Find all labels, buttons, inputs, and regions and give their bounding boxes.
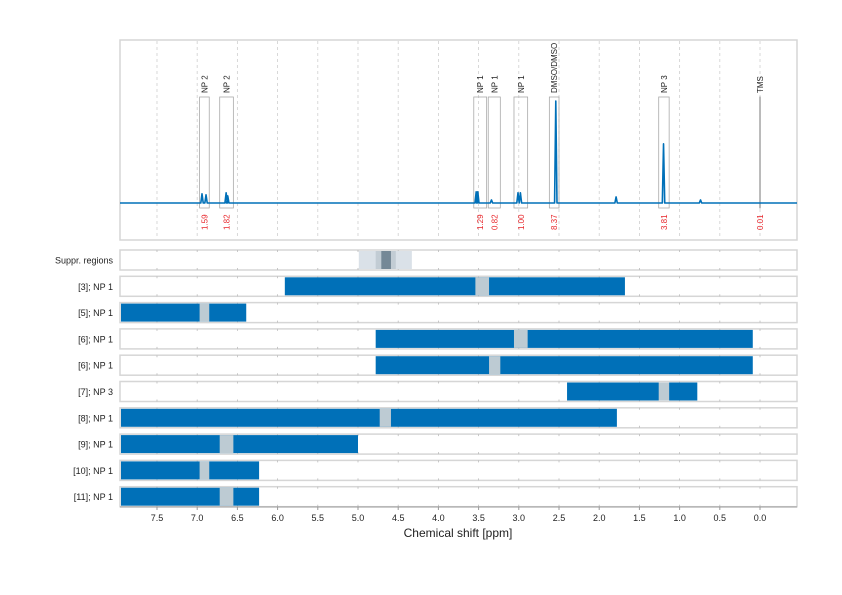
row-label: [5]; NP 1 [78, 308, 113, 318]
integral-value: 1.29 [476, 214, 485, 230]
x-tick-label: 2.5 [553, 513, 566, 523]
annotation-label: TMS [756, 76, 765, 93]
x-tick-label: 4.5 [392, 513, 405, 523]
range-gap [199, 461, 210, 480]
range-bar [375, 356, 753, 375]
x-axis-title: Chemical shift [ppm] [404, 526, 513, 540]
annotation-box [548, 96, 560, 209]
integral-value: 0.82 [490, 214, 499, 230]
integral-value: 8.37 [550, 214, 559, 230]
annotation-box [199, 96, 210, 209]
annotation-label: DMSO/DMSO [550, 43, 559, 93]
range-row [119, 459, 798, 482]
row-label: [7]; NP 3 [78, 387, 113, 397]
integral-value: 1.59 [200, 214, 209, 230]
row-label: [8]; NP 1 [78, 413, 113, 423]
row-label: Suppr. regions [55, 256, 114, 266]
x-tick-label: 5.0 [352, 513, 365, 523]
x-tick-label: 0.5 [714, 513, 727, 523]
x-tick-label: 2.0 [593, 513, 606, 523]
integral-value: 1.82 [223, 214, 232, 230]
annotation-label: NP 2 [223, 75, 232, 93]
annotation-label: NP 3 [660, 75, 669, 93]
range-gap [658, 382, 670, 401]
x-axis: 7.5 7.0 6.5 6.0 5.5 5.0 4.5 4.0 3.5 3.0 2.5 2.0 1.5 1… [120, 506, 797, 523]
row-label: [11]; NP 1 [74, 492, 113, 502]
suppression-band [381, 251, 391, 269]
range-gap [513, 329, 528, 348]
x-tick-label: 4.0 [432, 513, 445, 523]
x-tick-label: 7.5 [151, 513, 164, 523]
row-label: [9]; NP 1 [78, 440, 113, 450]
range-gap [199, 303, 210, 322]
annotation-label: NP 1 [517, 75, 526, 93]
range-bar [121, 435, 358, 454]
x-tick-label: 6.5 [231, 513, 244, 523]
annotation-box [658, 96, 670, 209]
x-tick-label: 3.0 [513, 513, 526, 523]
annotation-box [473, 96, 488, 209]
range-bar [121, 303, 247, 322]
range-row [119, 301, 798, 324]
x-tick-label: 6.0 [271, 513, 284, 523]
range-gap [475, 277, 490, 296]
range-rows: Suppr. regions [3]; NP 1 [5]; NP 1 [6]; NP … [55, 249, 798, 508]
annotation-box [219, 96, 234, 209]
annotation-label: NP 1 [490, 75, 499, 93]
annotation-box [513, 96, 529, 209]
row-label: [3]; NP 1 [78, 282, 113, 292]
annotation-label: NP 2 [200, 75, 209, 93]
annotation-box [487, 96, 501, 209]
integral-value: 3.81 [660, 214, 669, 230]
row-label: [6]; NP 1 [78, 334, 113, 344]
range-gap [379, 408, 391, 427]
row-label: [10]; NP 1 [73, 466, 113, 476]
x-tick-label: 5.5 [312, 513, 325, 523]
x-tick-label: 1.5 [633, 513, 646, 523]
x-tick-label: 0.0 [754, 513, 767, 523]
spectrum-line [120, 100, 797, 204]
range-gap [219, 487, 234, 506]
range-bar [284, 277, 625, 296]
x-tick-label: 3.5 [472, 513, 485, 523]
range-gap [489, 356, 501, 375]
x-tick-label: 7.0 [191, 513, 204, 523]
range-bar [375, 329, 753, 348]
spectrum-panel: NP 2 1.59 NP 2 1.82 NP 1 1.29 NP 1 0.82 NP 1 1.00… [119, 39, 798, 241]
annotation-box [759, 96, 761, 209]
range-bar [121, 408, 617, 427]
row-label: [6]; NP 1 [78, 361, 113, 371]
suppression-row [119, 249, 798, 271]
spectrum-frame [119, 39, 798, 241]
annotation-label: NP 1 [476, 75, 485, 93]
x-tick-label: 1.0 [673, 513, 686, 523]
range-bar [567, 382, 698, 401]
integral-value: 0.01 [756, 214, 765, 230]
range-bar [121, 487, 260, 506]
range-gap [219, 435, 234, 454]
integral-value: 1.00 [517, 214, 526, 230]
range-bar [121, 461, 260, 480]
